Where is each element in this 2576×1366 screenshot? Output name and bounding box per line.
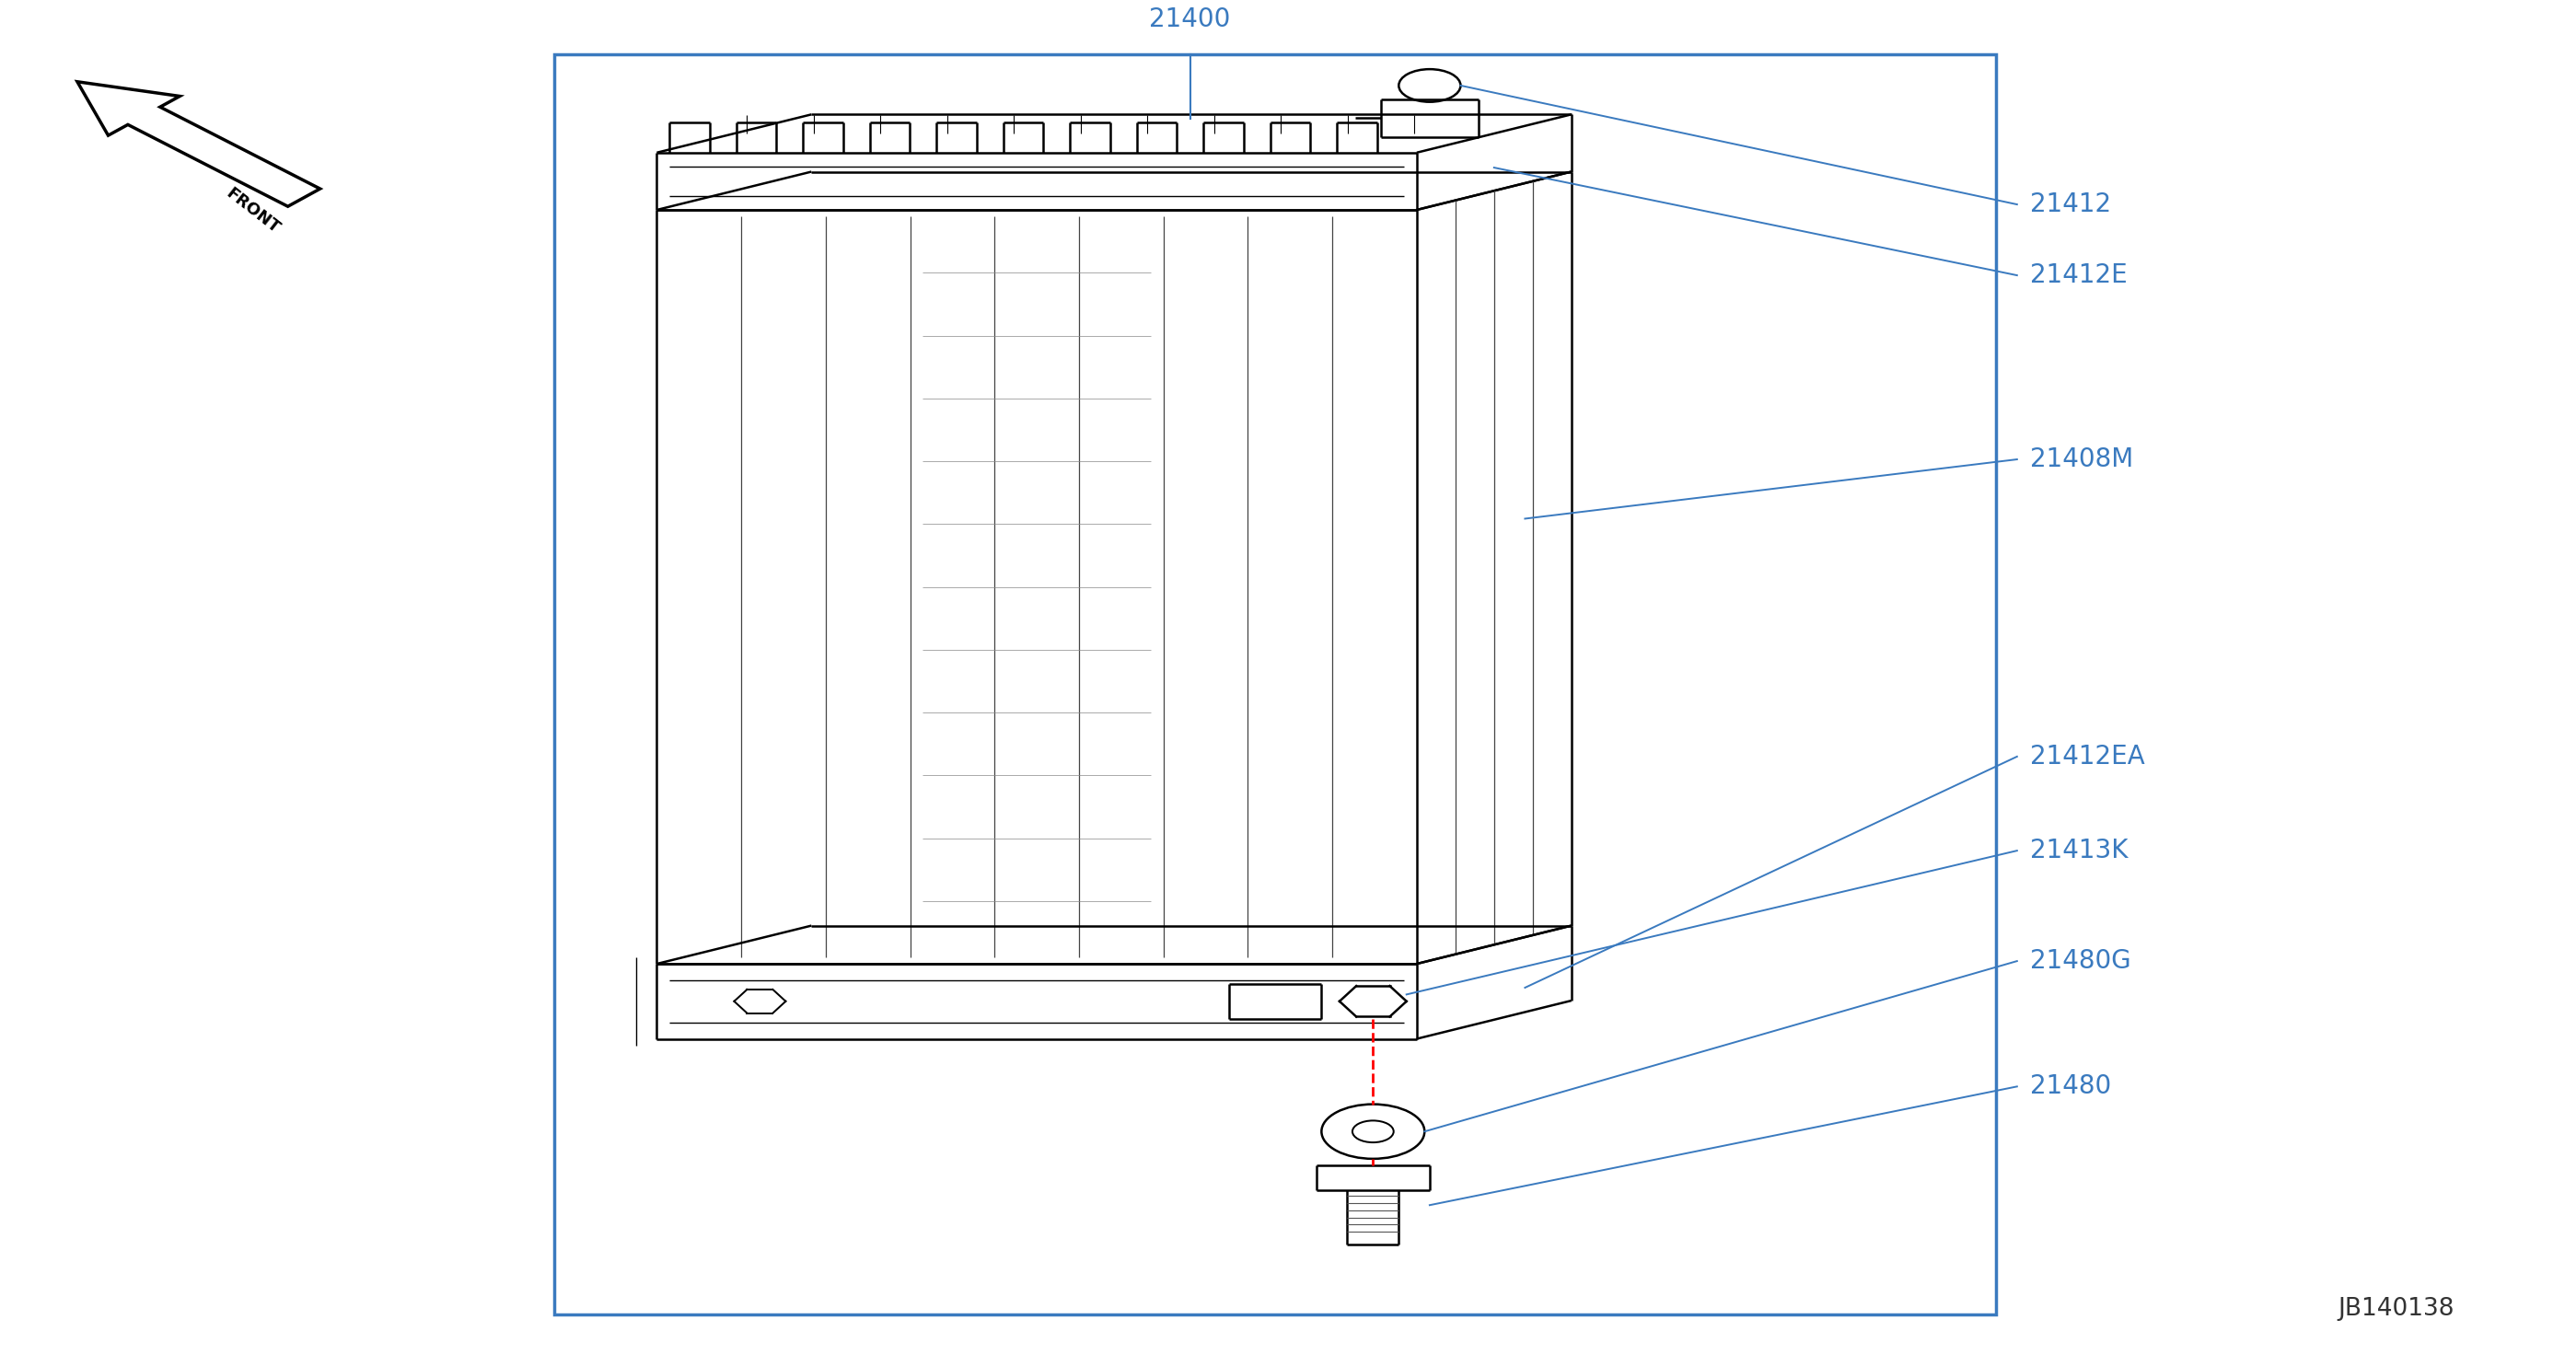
Text: 21480: 21480	[2030, 1074, 2112, 1100]
Text: 21412: 21412	[2030, 191, 2110, 217]
Text: JB140138: JB140138	[2336, 1296, 2455, 1321]
Text: 21412E: 21412E	[2030, 262, 2128, 288]
Bar	[554, 55, 1996, 1314]
Text: 21412EA: 21412EA	[2030, 743, 2146, 769]
Text: 21413K: 21413K	[2030, 837, 2128, 863]
Text: 21480G: 21480G	[2030, 948, 2130, 974]
Text: FRONT: FRONT	[222, 186, 283, 238]
Text: 21400: 21400	[1149, 7, 1231, 33]
Text: 21408M: 21408M	[2030, 447, 2133, 473]
